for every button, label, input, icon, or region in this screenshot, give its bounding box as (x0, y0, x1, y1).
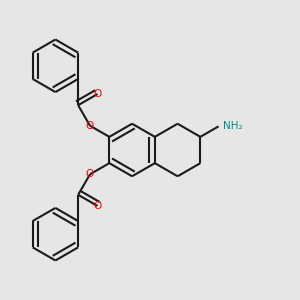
Text: O: O (93, 201, 102, 211)
Text: O: O (86, 169, 94, 179)
Text: O: O (93, 89, 102, 99)
Text: NH₂: NH₂ (223, 122, 243, 131)
Text: O: O (86, 121, 94, 131)
